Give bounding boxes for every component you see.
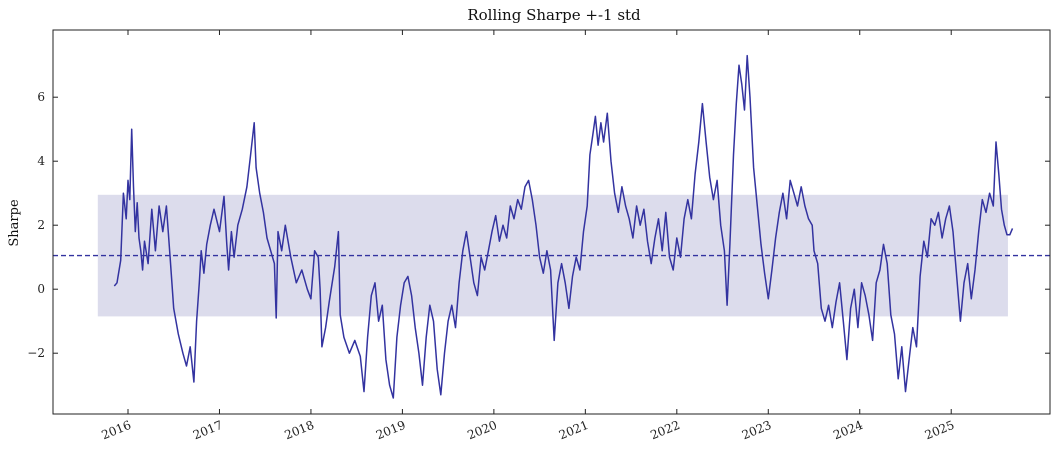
plot-frame xyxy=(52,29,1051,415)
x-tick-label: 2024 xyxy=(831,418,865,443)
x-tick-label: 2020 xyxy=(465,418,499,442)
y-tick-label: 6 xyxy=(37,90,45,104)
x-tick-label: 2016 xyxy=(100,418,134,442)
y-tick-label: 2 xyxy=(37,218,45,232)
x-tick-label: 2018 xyxy=(282,418,316,442)
x-tick-label: 2021 xyxy=(557,418,591,442)
x-tick-label: 2019 xyxy=(374,418,408,442)
y-axis-label: Sharpe xyxy=(7,199,22,247)
y-tick-label: 4 xyxy=(37,154,45,168)
series-line xyxy=(113,54,1014,399)
y-tick-label: 0 xyxy=(37,282,45,296)
y-axis: 6 4 2 0 −2 xyxy=(27,90,1050,360)
x-tick-label: 2023 xyxy=(740,418,774,442)
y-tick-label: −2 xyxy=(27,346,45,360)
chart-title: Rolling Sharpe +-1 std xyxy=(467,6,641,24)
x-tick-label: 2017 xyxy=(191,418,225,442)
x-tick-label: 2022 xyxy=(648,418,682,442)
x-tick-label: 2025 xyxy=(923,418,957,442)
